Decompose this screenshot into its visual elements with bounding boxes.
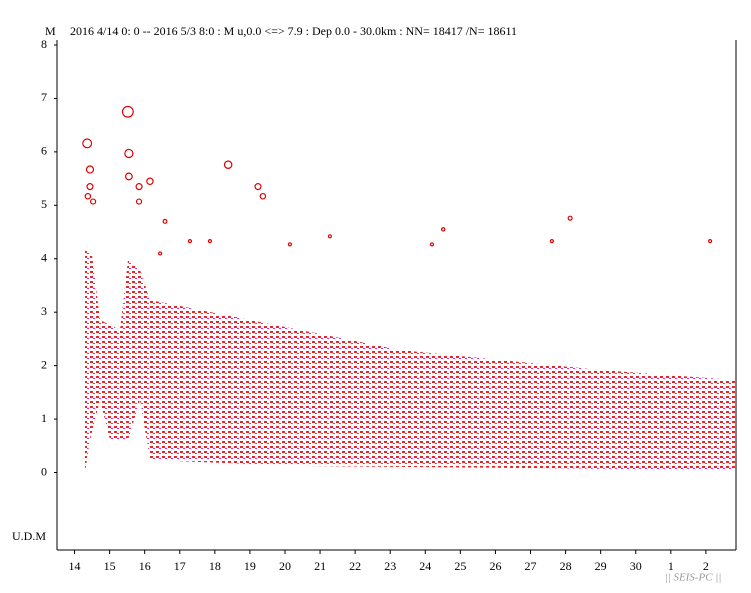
event (146, 177, 154, 186)
watermark: || SEIS-PC || (665, 572, 722, 584)
event (549, 239, 555, 244)
y-tick-label: 6 (41, 144, 47, 158)
event (223, 160, 233, 169)
event (124, 148, 134, 159)
x-tick-label: 29 (595, 559, 607, 573)
x-tick-label: 17 (174, 559, 186, 573)
x-tick-label: 21 (314, 559, 326, 573)
event (158, 251, 163, 256)
y-axis-label: M (45, 24, 56, 38)
y-tick-label: 4 (41, 251, 47, 265)
x-tick-label: 16 (139, 559, 151, 573)
x-tick-label: 20 (279, 559, 291, 573)
event (707, 239, 713, 244)
x-tick-label: 27 (525, 559, 537, 573)
event (287, 242, 292, 247)
x-tick-label: 1 (668, 559, 674, 573)
event (207, 239, 213, 244)
x-tick-label: 28 (560, 559, 572, 573)
event (84, 192, 92, 200)
x-tick-label: 15 (104, 559, 116, 573)
y-tick-label: 3 (41, 304, 47, 318)
event-cloud (85, 250, 735, 472)
x-tick-label: 23 (384, 559, 396, 573)
x-tick-label: 19 (244, 559, 256, 573)
event (82, 138, 93, 149)
y-tick-label: 7 (41, 90, 47, 104)
y-tick-label: 8 (41, 37, 47, 51)
x-tick-label: 14 (69, 559, 81, 573)
chart-title: 2016 4/14 0: 0 -- 2016 5/3 8:0 : M u,0.0… (70, 24, 517, 38)
event (259, 192, 267, 200)
event (567, 215, 573, 221)
event (135, 183, 143, 191)
event (440, 227, 446, 232)
event (121, 105, 134, 118)
y-tick-label: 1 (41, 411, 47, 425)
event (135, 198, 143, 205)
y-tick-label: 2 (41, 357, 47, 371)
x-tick-label: 25 (454, 559, 466, 573)
event (254, 183, 262, 191)
y-tick-label: 0 (41, 464, 47, 478)
x-tick-label: 30 (630, 559, 642, 573)
event (125, 172, 133, 181)
event (85, 165, 95, 174)
x-tick-label: 18 (209, 559, 221, 573)
x-tick-label: 22 (349, 559, 361, 573)
event (162, 218, 168, 224)
y-tick-label: 5 (41, 197, 47, 211)
event (327, 234, 332, 239)
x-tick-label: 26 (489, 559, 501, 573)
x-tick-label: 24 (419, 559, 431, 573)
event (90, 198, 97, 205)
event (187, 239, 193, 244)
event (86, 183, 94, 191)
x-tick-label: 2 (703, 559, 709, 573)
event (429, 242, 435, 247)
y-axis-label-bottom: U.D.M (12, 529, 46, 543)
